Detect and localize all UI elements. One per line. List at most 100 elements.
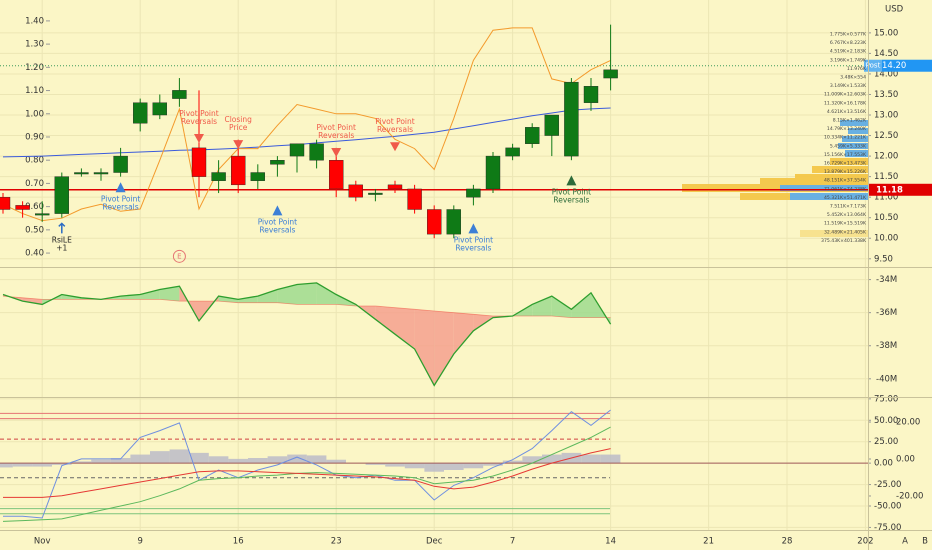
profile-label: 48.151K×37.554K [824, 178, 867, 184]
axis-button[interactable]: B [922, 537, 928, 547]
tick-label: 11.50 [874, 172, 898, 182]
tick-label: 0.70 [25, 179, 44, 189]
marker-down [194, 134, 204, 144]
histogram-bar [32, 463, 52, 467]
diff-fill [140, 289, 160, 300]
histogram-bar [71, 461, 92, 464]
tick-label: -40M [876, 374, 897, 384]
candle-body [407, 188, 422, 210]
tick-label: 1.30 [25, 40, 44, 50]
diff-fill [395, 307, 415, 350]
candle-body [466, 188, 481, 198]
diff-fill [316, 282, 337, 305]
x-tick-label: 21 [703, 537, 714, 547]
volume-profile [682, 120, 868, 237]
tick-label: 1.40 [25, 16, 44, 26]
plot: Nov 9 16 23 Dec 7 14 21 28 202 9.50 10.00 10.50 11.00… [0, 16, 932, 547]
histogram-bar [463, 463, 484, 469]
marker-down [390, 142, 400, 152]
profile-label: 32.489K×21.405K [824, 229, 867, 235]
profile-label: 16.729K×13.473K [824, 161, 867, 167]
tick-label: 13.00 [874, 111, 898, 121]
candle-body [74, 172, 89, 175]
histogram-bar [502, 460, 523, 464]
diff-fill [22, 297, 43, 305]
profile-label: 11.519K×15.519K [824, 221, 867, 227]
tick-label: 12.00 [874, 152, 898, 162]
candle-body [329, 159, 344, 190]
marker-up [566, 175, 577, 186]
tick-label: 20.00 [896, 418, 920, 428]
x-tick-label: Dec [426, 537, 443, 547]
candle-body [485, 155, 501, 190]
x-tick-label: 7 [510, 537, 515, 547]
profile-label: 8.15K×1.462K [833, 118, 867, 124]
profile-label: 4.621K×13.516K [827, 109, 867, 115]
marker-down [233, 140, 244, 150]
indicator-line [3, 409, 611, 519]
marker-arrow [58, 222, 66, 234]
annotation-text: Closing [224, 115, 252, 124]
tick-label: 0.00 [896, 455, 915, 465]
histogram-bar [581, 454, 601, 464]
histogram-bar [150, 451, 170, 464]
diff-fill [277, 284, 297, 305]
tick-label: 0.50 [25, 225, 44, 235]
tick-label: -50.00 [874, 502, 901, 512]
profile-label: 5.452K×13.064K [827, 212, 867, 218]
annotation-text: Reversals [181, 117, 217, 126]
candle-body [250, 172, 266, 181]
diff-fill [434, 311, 454, 386]
histogram-bar [306, 455, 327, 464]
candle-body [93, 172, 109, 175]
histogram-bar [600, 454, 621, 464]
tick-label: 13.50 [874, 90, 898, 100]
tick-label: 12.50 [874, 131, 898, 141]
diff-fill [297, 282, 317, 305]
profile-label: 14.79K×13.240K [827, 126, 867, 132]
annotation-text: Reversals [318, 131, 354, 140]
annotation-text: +1 [56, 243, 67, 252]
profile-label: 13.879K×15.226K [824, 169, 867, 175]
candle-body [152, 102, 168, 116]
diff-fill [551, 296, 572, 318]
axis-button[interactable]: A [902, 537, 908, 547]
grid [0, 0, 868, 530]
profile-label: 5.459K×5.333K [830, 143, 867, 149]
histogram-bar [208, 456, 229, 464]
candle-body [270, 159, 285, 165]
annotation-text: Pivot Point [552, 187, 591, 196]
marker-up [115, 182, 126, 193]
profile-label: 4.519K×2.183K [830, 49, 867, 55]
histogram-bar [52, 463, 72, 465]
diff-fill [453, 312, 474, 354]
histogram-bar [189, 452, 209, 464]
indicator-line [3, 448, 611, 498]
tick-label: -25.00 [874, 480, 901, 490]
x-tick-label: 202 [857, 537, 873, 547]
profile-label: 6.767K×8.223K [830, 40, 867, 46]
tick-label: 1.00 [25, 109, 44, 119]
annotation-text: Pivot Point [316, 123, 355, 132]
annotation-text: Pivot Point [454, 235, 493, 244]
tick-label: 14.00 [874, 69, 898, 79]
currency: USD [885, 5, 904, 15]
profile-label: 11.976K [847, 66, 867, 72]
tick-label: -38M [876, 341, 897, 351]
histogram-bar [91, 459, 111, 464]
tick-label: 14.50 [874, 49, 898, 59]
annotation-text: Reversals [103, 202, 139, 211]
annotation-text: Pivot Point [258, 217, 297, 226]
overlay-line [2, 107, 611, 158]
profile-label: 3.149K×1.533K [830, 83, 867, 89]
profile-label: 3.48K×554 [840, 75, 866, 81]
candle-body [15, 205, 30, 210]
tick-label: -36M [876, 308, 897, 318]
tick-label: -20.00 [896, 491, 923, 501]
profile-label: 3.196K×1.749K [830, 57, 867, 63]
price-tag [868, 183, 932, 196]
tick-label: 25.00 [874, 437, 898, 447]
tick-label: 75.00 [874, 394, 898, 404]
tick-label: 11.00 [874, 193, 898, 203]
